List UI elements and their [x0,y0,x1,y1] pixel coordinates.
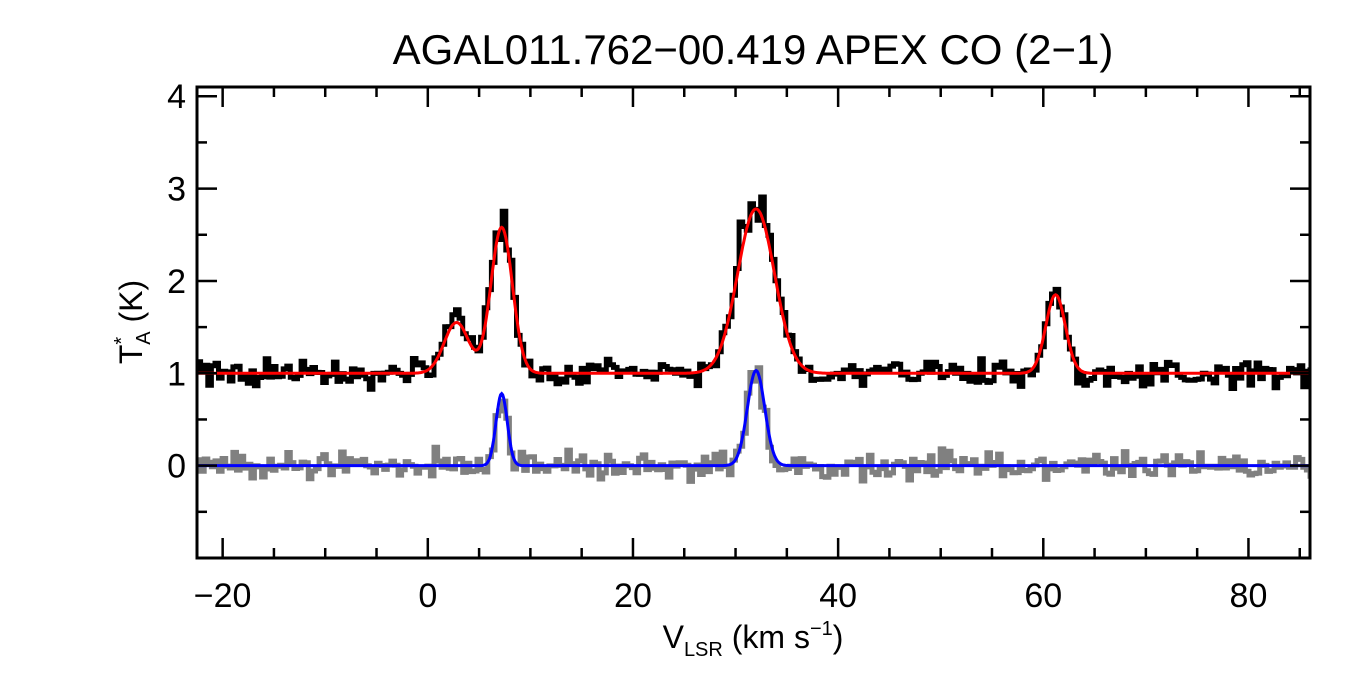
x-tick-label: 80 [1230,577,1268,615]
x-tick-label: 60 [1024,577,1062,615]
y-label-main: T [113,345,149,365]
x-label-tail: (km s [723,619,810,655]
y-tick-label: 1 [167,355,186,393]
y-tick-label: 4 [167,78,186,116]
y-tick-label: 3 [167,171,186,209]
axis-ticks: −20 0 20 40 60 80 0 1 2 3 4 [167,78,1310,615]
y-label-sup: * [111,337,133,345]
x-tick-label: 40 [819,577,857,615]
x-label-sub: LSR [684,639,723,661]
y-label-sub: A [133,331,155,345]
x-tick-label: 20 [614,577,652,615]
x-label-sup: −1 [810,618,833,640]
x-label-close: ) [833,619,844,655]
y-axis-label: T*A (K) [111,280,155,364]
y-label-tail: (K) [113,280,149,332]
plot-data-layer [197,194,1310,484]
series-gaussian-fit-co-2-1 [197,207,1310,375]
x-label-main: V [663,619,685,655]
y-tick-label: 2 [167,263,186,301]
series-gaussian-fit-secondary [197,368,1310,468]
x-tick-label: −20 [194,577,252,615]
x-axis-label: VLSR (km s−1) [663,618,844,661]
x-tick-label: 0 [418,577,437,615]
series-secondary-spectrum [197,365,1310,484]
plot-frame [195,85,1312,560]
y-tick-label: 0 [167,448,186,486]
chart-title: AGAL011.762−00.419 APEX CO (2−1) [393,26,1114,73]
series-co-2-1-spectrum [197,194,1310,392]
